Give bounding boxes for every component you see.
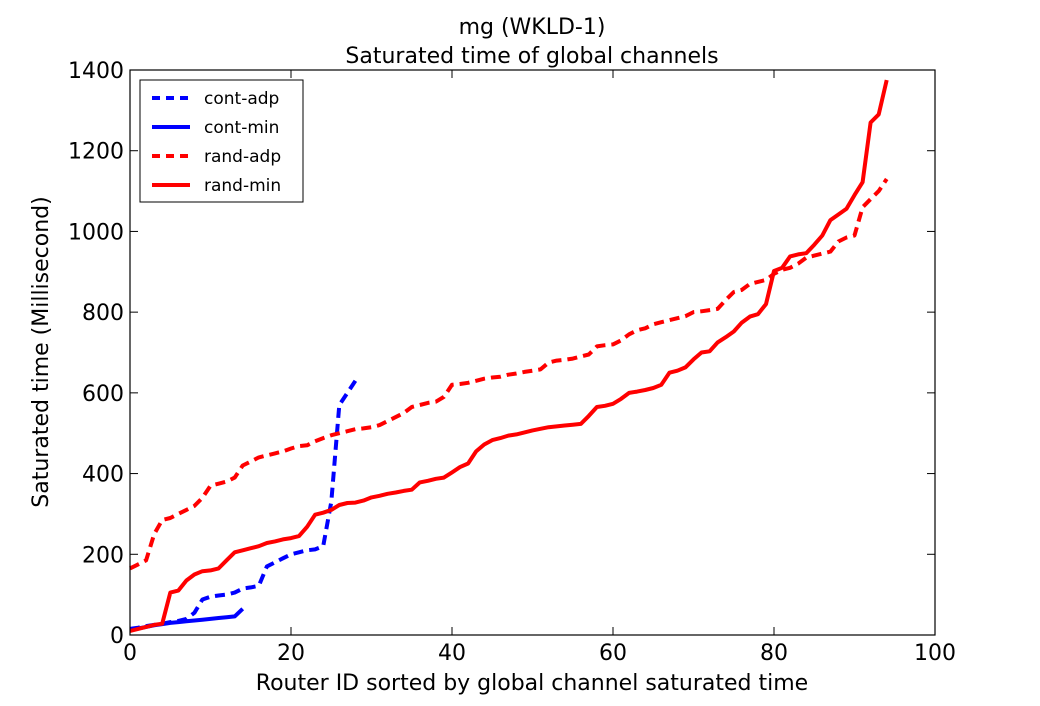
y-tick-label: 1400: [68, 59, 124, 84]
series-rand-min-line: [129, 79, 889, 633]
legend: cont-adp cont-min rand-adp rand-min: [139, 79, 304, 203]
y-tick-label: 0: [110, 624, 124, 649]
x-tick-label: 100: [914, 641, 956, 666]
plot-frame: [129, 69, 936, 636]
y-tick-label: 800: [82, 301, 124, 326]
chart-title: mg (WKLD-1): [459, 15, 606, 40]
x-tick-label: 80: [760, 641, 788, 666]
legend-items: cont-adp cont-min rand-adp rand-min: [152, 89, 281, 196]
chart-subtitle: Saturated time of global channels: [345, 44, 718, 69]
legend-label-rand-min: rand-min: [204, 176, 281, 196]
x-tick-label: 60: [599, 641, 627, 666]
y-tick-label: 1200: [68, 140, 124, 165]
series-rand-adp-line: [129, 177, 889, 571]
series-layer: [129, 79, 889, 633]
y-tick-label: 600: [82, 382, 124, 407]
x-axis-label: Router ID sorted by global channel satur…: [256, 671, 808, 696]
legend-label-rand-adp: rand-adp: [204, 147, 281, 167]
x-tick-label: 0: [123, 641, 137, 666]
y-tick-label: 1000: [68, 220, 124, 245]
legend-label-cont-adp: cont-adp: [204, 89, 279, 109]
y-tick-label: 200: [82, 543, 124, 568]
y-axis-label: Saturated time (Millisecond): [29, 196, 54, 507]
x-tick-label: 20: [277, 641, 305, 666]
legend-label-cont-min: cont-min: [204, 118, 279, 138]
legend-box: [139, 79, 304, 203]
x-tick-label: 40: [438, 641, 466, 666]
series-cont-adp-line: [129, 379, 358, 631]
y-tick-label: 400: [82, 463, 124, 488]
